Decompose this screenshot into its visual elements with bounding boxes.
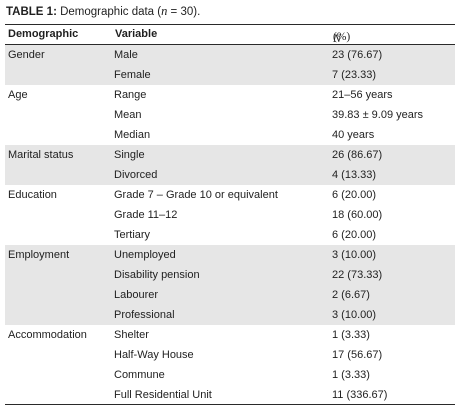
variable-cell: Male xyxy=(114,49,138,61)
value-cell: 1 (3.33) xyxy=(332,329,370,341)
value-cell: 39.83 ± 9.09 years xyxy=(332,109,424,121)
value-cell: 3 (10.00) xyxy=(332,249,377,261)
table-caption-label: TABLE 1: xyxy=(6,6,57,18)
variable-cell: Half-Way House xyxy=(114,349,194,361)
table-caption-text: Demographic data ( xyxy=(56,6,162,18)
value-cell: 22 (73.33) xyxy=(332,269,383,281)
table-row: Disability pension 22 (73.33) xyxy=(5,265,455,285)
variable-cell: Grade 11–12 xyxy=(114,209,178,221)
table-row: Full Residential Unit 11 (336.67) xyxy=(5,385,455,405)
table-row: Education Grade 7 – Grade 10 or equivalen… xyxy=(5,185,455,205)
table-group: Gender Male 23 (76.67) Female 7 (23.33) xyxy=(5,45,455,85)
header-n-symbol: N xyxy=(333,31,342,45)
value-cell: 26 (86.67) xyxy=(332,149,383,161)
demographic-cell: Age xyxy=(8,89,28,101)
table-group: Education Grade 7 – Grade 10 or equivalen… xyxy=(5,185,455,245)
value-cell: 21–56 years xyxy=(332,89,393,101)
value-cell: 2 (6.67) xyxy=(332,289,370,301)
value-cell: 11 (336.67) xyxy=(332,389,388,401)
demographic-cell: Marital status xyxy=(8,149,74,161)
variable-cell: Professional xyxy=(114,309,175,321)
variable-cell: Range xyxy=(114,89,147,101)
value-cell: 17 (56.67) xyxy=(332,349,383,361)
header-variable: Variable xyxy=(115,28,158,40)
value-cell: 40 years xyxy=(332,129,375,141)
variable-cell: Single xyxy=(114,149,145,161)
variable-cell: Grade 7 – Grade 10 or equivalent xyxy=(114,189,278,201)
table-row: Tertiary 6 (20.00) xyxy=(5,225,455,245)
table-row: Mean 39.83 ± 9.09 years xyxy=(5,105,455,125)
table-row: Labourer 2 (6.67) xyxy=(5,285,455,305)
variable-cell: Divorced xyxy=(114,169,158,181)
variable-cell: Full Residential Unit xyxy=(114,389,212,401)
table-group: Accommodation Shelter 1 (3.33) Half-Way Hou… xyxy=(5,325,455,405)
demographic-cell: Employment xyxy=(8,249,70,261)
value-cell: 6 (20.00) xyxy=(332,189,377,201)
value-cell: 6 (20.00) xyxy=(332,229,377,241)
table-group: Employment Unemployed 3 (10.00) Disability … xyxy=(5,245,455,325)
header-demographic: Demographic xyxy=(8,28,79,40)
table-group: Marital status Single 26 (86.67) Divorced 4 … xyxy=(5,145,455,185)
demographic-cell: Education xyxy=(8,189,57,201)
variable-cell: Tertiary xyxy=(114,229,151,241)
variable-cell: Shelter xyxy=(114,329,149,341)
variable-cell: Mean xyxy=(114,109,142,121)
table-row: Half-Way House 17 (56.67) xyxy=(5,345,455,365)
table-row: Age Range 21–56 years xyxy=(5,85,455,105)
demographic-cell: Gender xyxy=(8,49,45,61)
value-cell: 4 (13.33) xyxy=(332,169,377,181)
table-row: Commune 1 (3.33) xyxy=(5,365,455,385)
variable-cell: Disability pension xyxy=(114,269,200,281)
demographic-cell: Accommodation xyxy=(8,329,87,341)
table-body: Gender Male 23 (76.67) Female 7 (23.33) Age Ra… xyxy=(5,45,455,405)
value-cell: 18 (60.00) xyxy=(332,209,383,221)
table-row: Employment Unemployed 3 (10.00) xyxy=(5,245,455,265)
table-header-row: Demographic Variable N (%) xyxy=(5,24,455,45)
variable-cell: Median xyxy=(114,129,151,141)
table-caption-n-symbol: n xyxy=(161,4,168,18)
variable-cell: Unemployed xyxy=(114,249,176,261)
variable-cell: Commune xyxy=(114,369,165,381)
value-cell: 3 (10.00) xyxy=(332,309,377,321)
table-row: Accommodation Shelter 1 (3.33) xyxy=(5,325,455,345)
table-caption: TABLE 1: Demographic data (n = 30). xyxy=(6,4,200,20)
table-caption-n-value: = 30). xyxy=(167,6,201,18)
value-cell: 23 (76.67) xyxy=(332,49,383,61)
table-row: Divorced 4 (13.33) xyxy=(5,165,455,185)
table-group: Age Range 21–56 years Mean 39.83 ± 9.09 year… xyxy=(5,85,455,145)
table-row: Professional 3 (10.00) xyxy=(5,305,455,325)
value-cell: 1 (3.33) xyxy=(332,369,370,381)
variable-cell: Female xyxy=(114,69,151,81)
variable-cell: Labourer xyxy=(114,289,159,301)
table-row: Marital status Single 26 (86.67) xyxy=(5,145,455,165)
table-row: Gender Male 23 (76.67) xyxy=(5,45,455,65)
value-cell: 7 (23.33) xyxy=(332,69,377,81)
table-row: Grade 11–12 18 (60.00) xyxy=(5,205,455,225)
table-row: Median 40 years xyxy=(5,125,455,145)
header-percent-suffix: (%) xyxy=(333,31,351,43)
table-row: Female 7 (23.33) xyxy=(5,65,455,85)
